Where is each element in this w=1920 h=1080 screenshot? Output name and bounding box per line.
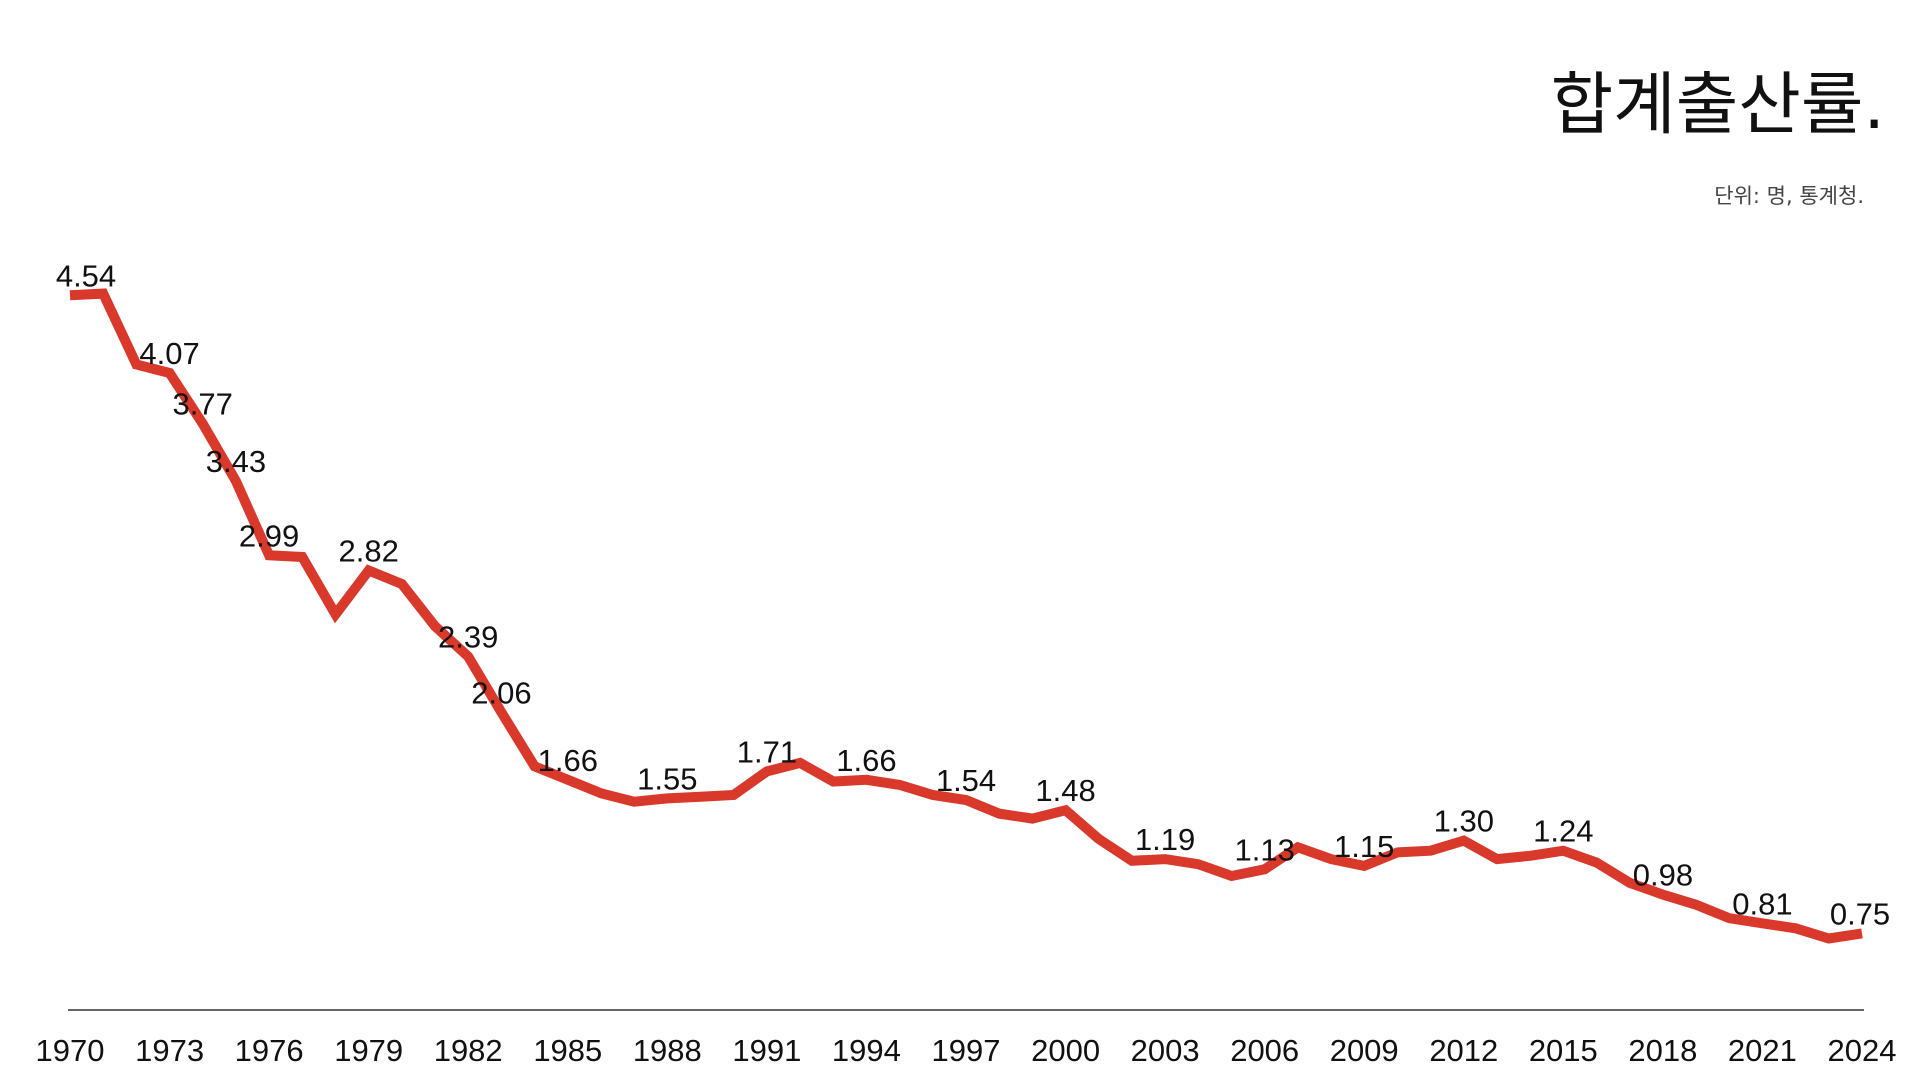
x-tick-label: 2018 <box>1628 1033 1697 1068</box>
data-label: 1.15 <box>1334 829 1394 864</box>
data-label: 1.24 <box>1533 814 1593 849</box>
x-tick-label: 1988 <box>633 1033 702 1068</box>
x-tick-label: 2024 <box>1828 1033 1897 1068</box>
data-labels: 4.544.073.773.432.99 2.822.392.061.661.55… <box>56 258 1890 931</box>
data-label: 1.13 <box>1235 832 1295 867</box>
x-tick-label: 2009 <box>1330 1033 1399 1068</box>
data-label: 1.54 <box>936 763 996 798</box>
x-tick-label: 2003 <box>1131 1033 1200 1068</box>
data-label: 1.66 <box>538 743 598 778</box>
data-label: 1.30 <box>1434 804 1494 839</box>
x-tick-label: 1970 <box>36 1033 105 1068</box>
series-layer <box>69 288 1863 944</box>
data-label: 3.43 <box>206 444 266 479</box>
series-line <box>69 288 1863 944</box>
x-tick-label: 2012 <box>1429 1033 1498 1068</box>
x-tick-label: 1991 <box>732 1033 801 1068</box>
x-tick-label: 1973 <box>135 1033 204 1068</box>
data-label: 1.66 <box>836 743 896 778</box>
x-tick-label: 1985 <box>533 1033 602 1068</box>
x-tick-label: 1994 <box>832 1033 901 1068</box>
x-tick-label: 1976 <box>235 1033 304 1068</box>
data-label: 2.06 <box>471 675 531 710</box>
x-axis-ticks: 1970 1973 1976 1979 1982 1985 1988 1991 1994 1997… <box>36 1033 1897 1068</box>
x-tick-label: 1979 <box>334 1033 403 1068</box>
x-tick-label: 1997 <box>932 1033 1001 1068</box>
data-label: 0.75 <box>1830 896 1890 931</box>
x-tick-label: 1982 <box>434 1033 503 1068</box>
data-label: 4.54 <box>56 258 116 293</box>
data-label: 3.77 <box>173 387 233 422</box>
x-tick-label: 2006 <box>1230 1033 1299 1068</box>
data-label: 1.48 <box>1035 773 1095 808</box>
data-label: 4.07 <box>139 336 199 371</box>
x-tick-label: 2015 <box>1529 1033 1598 1068</box>
chart-subtitle: 단위: 명, 통계청. <box>1714 184 1864 208</box>
data-label: 2.82 <box>339 534 399 569</box>
data-label: 1.19 <box>1135 822 1195 857</box>
data-label: 1.71 <box>737 734 797 769</box>
chart-title: 합계출산률. <box>1551 66 1885 145</box>
data-label: 2.99 <box>239 518 299 553</box>
data-label: 1.55 <box>637 761 697 796</box>
data-label: 2.39 <box>438 620 498 655</box>
data-label: 0.81 <box>1732 886 1792 921</box>
data-label: 0.98 <box>1633 858 1693 893</box>
x-tick-label: 2021 <box>1728 1033 1797 1068</box>
x-tick-label: 2000 <box>1031 1033 1100 1068</box>
